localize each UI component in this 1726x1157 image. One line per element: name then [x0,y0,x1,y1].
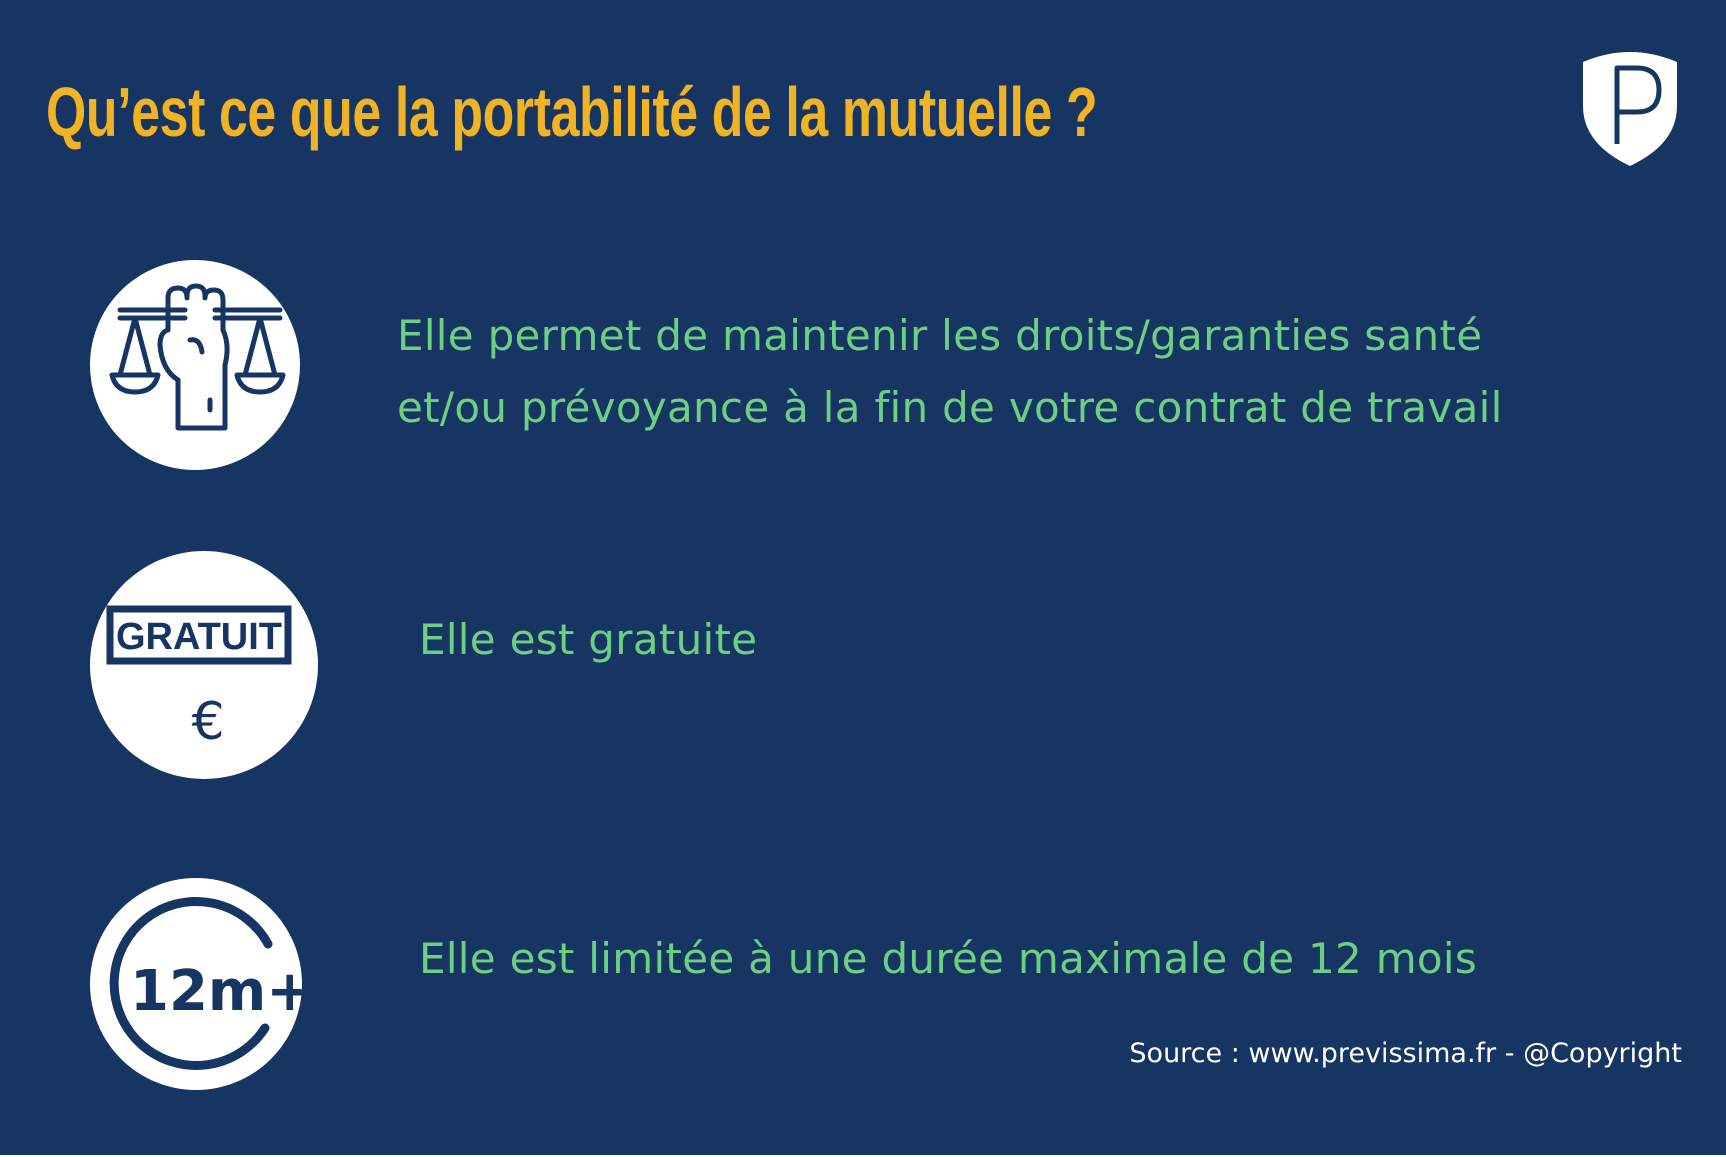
source-credit: Source : www.previssima.fr - @Copyright [1129,1038,1682,1069]
item-text-rights: Elle permet de maintenir les droits/gara… [397,300,1503,444]
euro-symbol: € [191,692,224,752]
item-text-free: Elle est gratuite [419,604,757,676]
justice-fist-scales-icon [90,260,300,470]
page-title: Qu’est ce que la portabilité de la mutue… [46,73,1098,151]
item-text-line: et/ou prévoyance à la fin de votre contr… [397,383,1503,432]
gratuit-euro-icon: GRATUIT € [90,551,318,779]
gratuit-label: GRATUIT [116,616,282,658]
item-text-duration: Elle est limitée à une durée maximale de… [419,923,1477,995]
twelve-months-label: 12m+ [130,959,302,1024]
shield-p-logo-icon [1575,40,1685,168]
item-text-line: Elle est limitée à une durée maximale de… [419,934,1478,983]
twelve-months-plus-icon: 12m+ [90,878,302,1090]
item-text-line: Elle est gratuite [419,615,758,664]
item-text-line: Elle permet de maintenir les droits/gara… [397,311,1483,360]
